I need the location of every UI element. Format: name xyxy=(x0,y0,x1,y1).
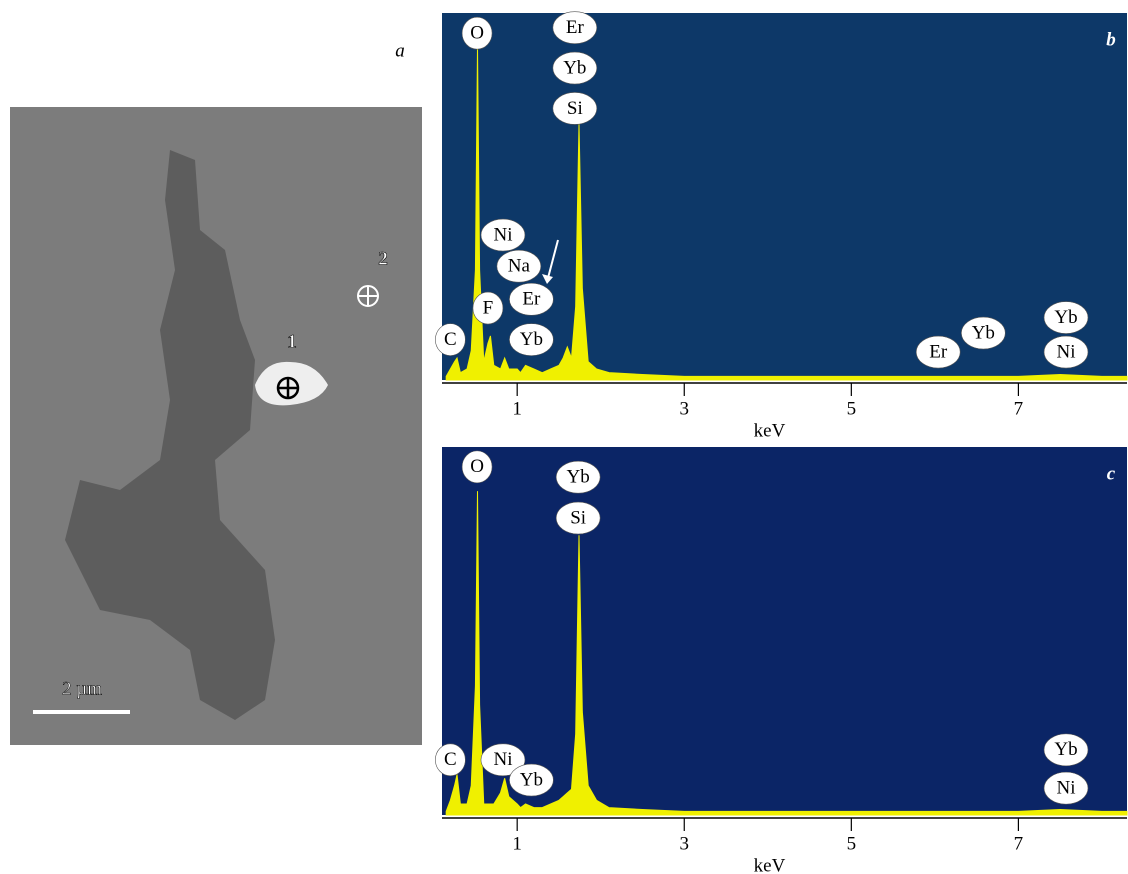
peak-label: Ni xyxy=(493,749,512,770)
peak-label: Er xyxy=(522,289,541,310)
peak-label: C xyxy=(444,749,457,770)
sem-panel: 1 2 2 µm a xyxy=(10,40,422,745)
x-axis-label: keV xyxy=(754,420,786,441)
x-tick-label: 1 xyxy=(512,833,522,854)
peak-label: Yb xyxy=(520,769,543,790)
plot-background xyxy=(442,447,1127,815)
peak-label: Yb xyxy=(567,467,590,488)
x-tick-label: 3 xyxy=(680,398,690,419)
x-tick-label: 5 xyxy=(847,833,857,854)
peak-label: Yb xyxy=(1054,739,1077,760)
peak-label: Na xyxy=(508,256,531,277)
plot-background xyxy=(442,13,1127,380)
peak-label: Si xyxy=(570,507,586,528)
x-tick-label: 5 xyxy=(847,398,857,419)
peak-label: Yb xyxy=(1054,307,1077,328)
peak-label: Yb xyxy=(563,57,586,78)
x-tick-label: 7 xyxy=(1014,833,1024,854)
x-axis-label: keV xyxy=(754,855,786,874)
panel-label: b xyxy=(1106,29,1116,50)
peak-label: Ni xyxy=(1057,341,1076,362)
peak-label: Ni xyxy=(493,224,512,245)
peak-label: Yb xyxy=(972,322,995,343)
marker-2 xyxy=(358,286,378,306)
panel-label: c xyxy=(1107,463,1116,484)
peak-label: F xyxy=(483,297,494,318)
panel-label: a xyxy=(395,40,405,61)
peak-label: Ni xyxy=(1057,777,1076,798)
x-tick-label: 7 xyxy=(1014,398,1024,419)
x-tick-label: 3 xyxy=(680,833,690,854)
marker-1 xyxy=(278,378,298,398)
peak-label: O xyxy=(470,23,484,44)
scale-bar-label: 2 µm xyxy=(62,678,102,699)
point-label: 2 xyxy=(378,248,388,269)
peak-label: Er xyxy=(929,341,948,362)
x-tick-label: 1 xyxy=(512,398,522,419)
peak-label: Er xyxy=(566,17,585,38)
peak-label: Yb xyxy=(520,329,543,350)
peak-label: C xyxy=(444,329,457,350)
point-label: 1 xyxy=(287,331,297,352)
peak-label: O xyxy=(470,456,484,477)
peak-label: Si xyxy=(567,98,583,119)
figure: 1 2 2 µm a 1 3 5 7 keV b C O Er Yb Si Ni Na Er F Yb Er Yb… xyxy=(0,0,1128,874)
